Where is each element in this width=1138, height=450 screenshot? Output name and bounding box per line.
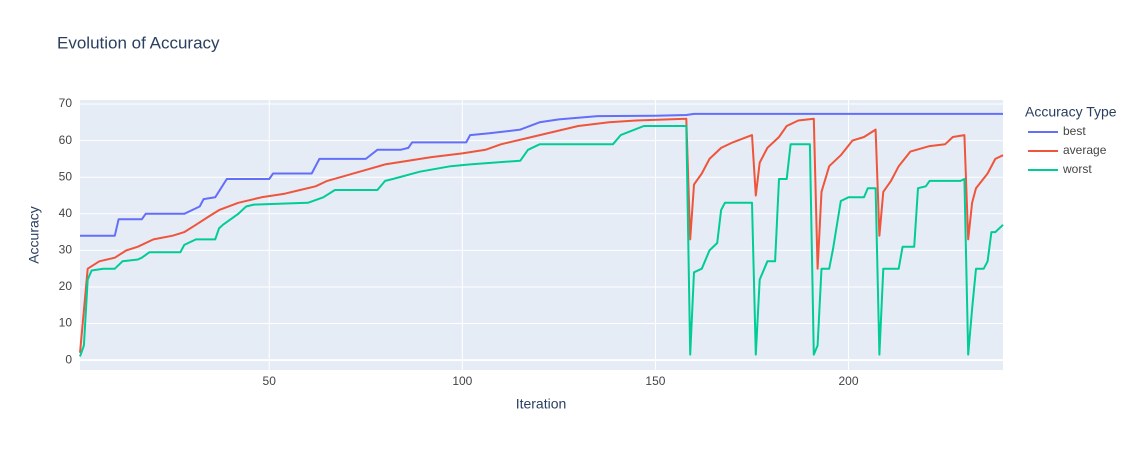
y-tick-label: 30 xyxy=(59,243,73,257)
y-tick-label: 60 xyxy=(59,133,73,147)
y-axis-title: Accuracy xyxy=(26,206,42,264)
y-tick-label: 50 xyxy=(59,169,73,183)
y-tick-label: 0 xyxy=(65,352,72,366)
legend-label: average xyxy=(1063,143,1107,157)
series-line xyxy=(79,117,1004,353)
x-tick-label: 150 xyxy=(645,374,665,388)
y-tick-label: 70 xyxy=(59,96,73,110)
y-tick-label: 40 xyxy=(59,206,73,220)
y-tick-label: 10 xyxy=(59,316,73,330)
legend-label: best xyxy=(1063,124,1086,138)
chart-title: Evolution of Accuracy xyxy=(57,33,220,52)
legend-title: Accuracy Type xyxy=(1025,104,1117,120)
x-axis-title: Iteration xyxy=(516,396,567,412)
series-line xyxy=(79,125,1004,357)
x-tick-label: 100 xyxy=(452,374,472,388)
x-tick-label: 50 xyxy=(263,374,277,388)
y-tick-label: 20 xyxy=(59,279,73,293)
series-line xyxy=(80,112,1003,237)
legend-label: worst xyxy=(1062,162,1092,176)
x-tick-label: 200 xyxy=(839,374,859,388)
